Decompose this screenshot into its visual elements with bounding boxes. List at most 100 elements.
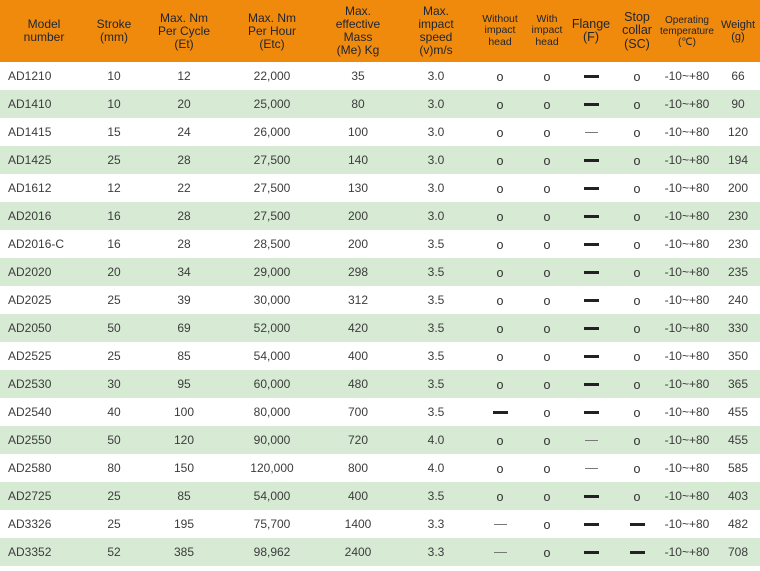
column-header-without_head: Without impact head: [472, 0, 528, 62]
cell-etc: 28,500: [228, 230, 316, 258]
cell-without_head: o: [472, 202, 528, 230]
cell-without_head: o: [472, 342, 528, 370]
cell-weight: 330: [716, 314, 760, 342]
not-available-dash-icon: [583, 243, 599, 247]
not-available-dash-icon: [583, 159, 599, 163]
cell-stop_collar: o: [616, 342, 658, 370]
not-available-dash-icon: [583, 75, 599, 79]
available-mark: o: [496, 153, 504, 168]
cell-stop_collar: o: [616, 314, 658, 342]
available-mark: o: [633, 153, 641, 168]
cell-mass: 420: [316, 314, 400, 342]
available-mark: o: [496, 489, 504, 504]
cell-weight: 240: [716, 286, 760, 314]
cell-model: AD1210: [0, 62, 88, 90]
cell-temp: -10~+80: [658, 258, 716, 286]
cell-etc: 54,000: [228, 342, 316, 370]
cell-stop_collar: o: [616, 482, 658, 510]
cell-speed: 3.5: [400, 342, 472, 370]
cell-speed: 3.0: [400, 90, 472, 118]
column-header-model: Model number: [0, 0, 88, 62]
not-available-dash-icon: [583, 327, 599, 331]
available-mark: o: [543, 433, 551, 448]
cell-temp: -10~+80: [658, 174, 716, 202]
column-header-et: Max. Nm Per Cycle (Et): [140, 0, 228, 62]
cell-flange: [566, 510, 616, 538]
cell-temp: -10~+80: [658, 202, 716, 230]
table-row: AD3326 25 195 75,700 1400 3.3 o -10~+80 482: [0, 510, 760, 538]
cell-mass: 130: [316, 174, 400, 202]
cell-speed: 3.3: [400, 538, 472, 566]
cell-temp: -10~+80: [658, 398, 716, 426]
cell-etc: 98,962: [228, 538, 316, 566]
cell-speed: 3.5: [400, 398, 472, 426]
available-mark: o: [543, 489, 551, 504]
available-mark: o: [543, 153, 551, 168]
cell-without_head: o: [472, 230, 528, 258]
table-body: AD1210 10 12 22,000 35 3.0 o o o -10~+80 66 AD1410 1…: [0, 62, 760, 566]
not-available-dash-icon: [584, 440, 598, 442]
cell-with_head: o: [528, 118, 566, 146]
cell-mass: 800: [316, 454, 400, 482]
cell-without_head: o: [472, 454, 528, 482]
available-mark: o: [543, 265, 551, 280]
cell-stop_collar: o: [616, 258, 658, 286]
available-mark: o: [496, 321, 504, 336]
available-mark: o: [496, 349, 504, 364]
table-row: AD2050 50 69 52,000 420 3.5 o o o -10~+80 330: [0, 314, 760, 342]
available-mark: o: [543, 97, 551, 112]
cell-et: 120: [140, 426, 228, 454]
cell-flange: [566, 146, 616, 174]
cell-flange: [566, 90, 616, 118]
cell-flange: [566, 314, 616, 342]
cell-etc: 80,000: [228, 398, 316, 426]
available-mark: o: [543, 125, 551, 140]
cell-with_head: o: [528, 398, 566, 426]
cell-weight: 120: [716, 118, 760, 146]
cell-etc: 52,000: [228, 314, 316, 342]
cell-weight: 230: [716, 202, 760, 230]
column-header-speed: Max. impact speed (v)m/s: [400, 0, 472, 62]
column-header-mass: Max. effective Mass (Me) Kg: [316, 0, 400, 62]
available-mark: o: [543, 181, 551, 196]
cell-model: AD2725: [0, 482, 88, 510]
column-header-etc: Max. Nm Per Hour (Etc): [228, 0, 316, 62]
cell-flange: [566, 118, 616, 146]
cell-etc: 90,000: [228, 426, 316, 454]
cell-model: AD2016-C: [0, 230, 88, 258]
cell-speed: 3.5: [400, 230, 472, 258]
cell-etc: 25,000: [228, 90, 316, 118]
cell-weight: 708: [716, 538, 760, 566]
cell-weight: 194: [716, 146, 760, 174]
cell-stop_collar: [616, 538, 658, 566]
not-available-dash-icon: [629, 551, 645, 555]
not-available-dash-icon: [583, 103, 599, 107]
available-mark: o: [496, 97, 504, 112]
cell-etc: 27,500: [228, 202, 316, 230]
cell-without_head: o: [472, 118, 528, 146]
cell-model: AD1425: [0, 146, 88, 174]
cell-etc: 30,000: [228, 286, 316, 314]
cell-temp: -10~+80: [658, 118, 716, 146]
cell-weight: 585: [716, 454, 760, 482]
cell-stop_collar: o: [616, 62, 658, 90]
cell-flange: [566, 398, 616, 426]
table-row: AD3352 52 385 98,962 2400 3.3 o -10~+80 708: [0, 538, 760, 566]
not-available-dash-icon: [583, 383, 599, 387]
not-available-dash-icon: [583, 355, 599, 359]
available-mark: o: [633, 293, 641, 308]
cell-temp: -10~+80: [658, 482, 716, 510]
cell-et: 28: [140, 230, 228, 258]
cell-et: 150: [140, 454, 228, 482]
table-row: AD2540 40 100 80,000 700 3.5 o o -10~+80 455: [0, 398, 760, 426]
cell-etc: 22,000: [228, 62, 316, 90]
cell-stroke: 10: [88, 90, 140, 118]
cell-speed: 3.3: [400, 510, 472, 538]
cell-et: 20: [140, 90, 228, 118]
cell-speed: 3.5: [400, 370, 472, 398]
cell-etc: 120,000: [228, 454, 316, 482]
cell-et: 85: [140, 482, 228, 510]
table-row: AD2530 30 95 60,000 480 3.5 o o o -10~+80 365: [0, 370, 760, 398]
available-mark: o: [633, 349, 641, 364]
